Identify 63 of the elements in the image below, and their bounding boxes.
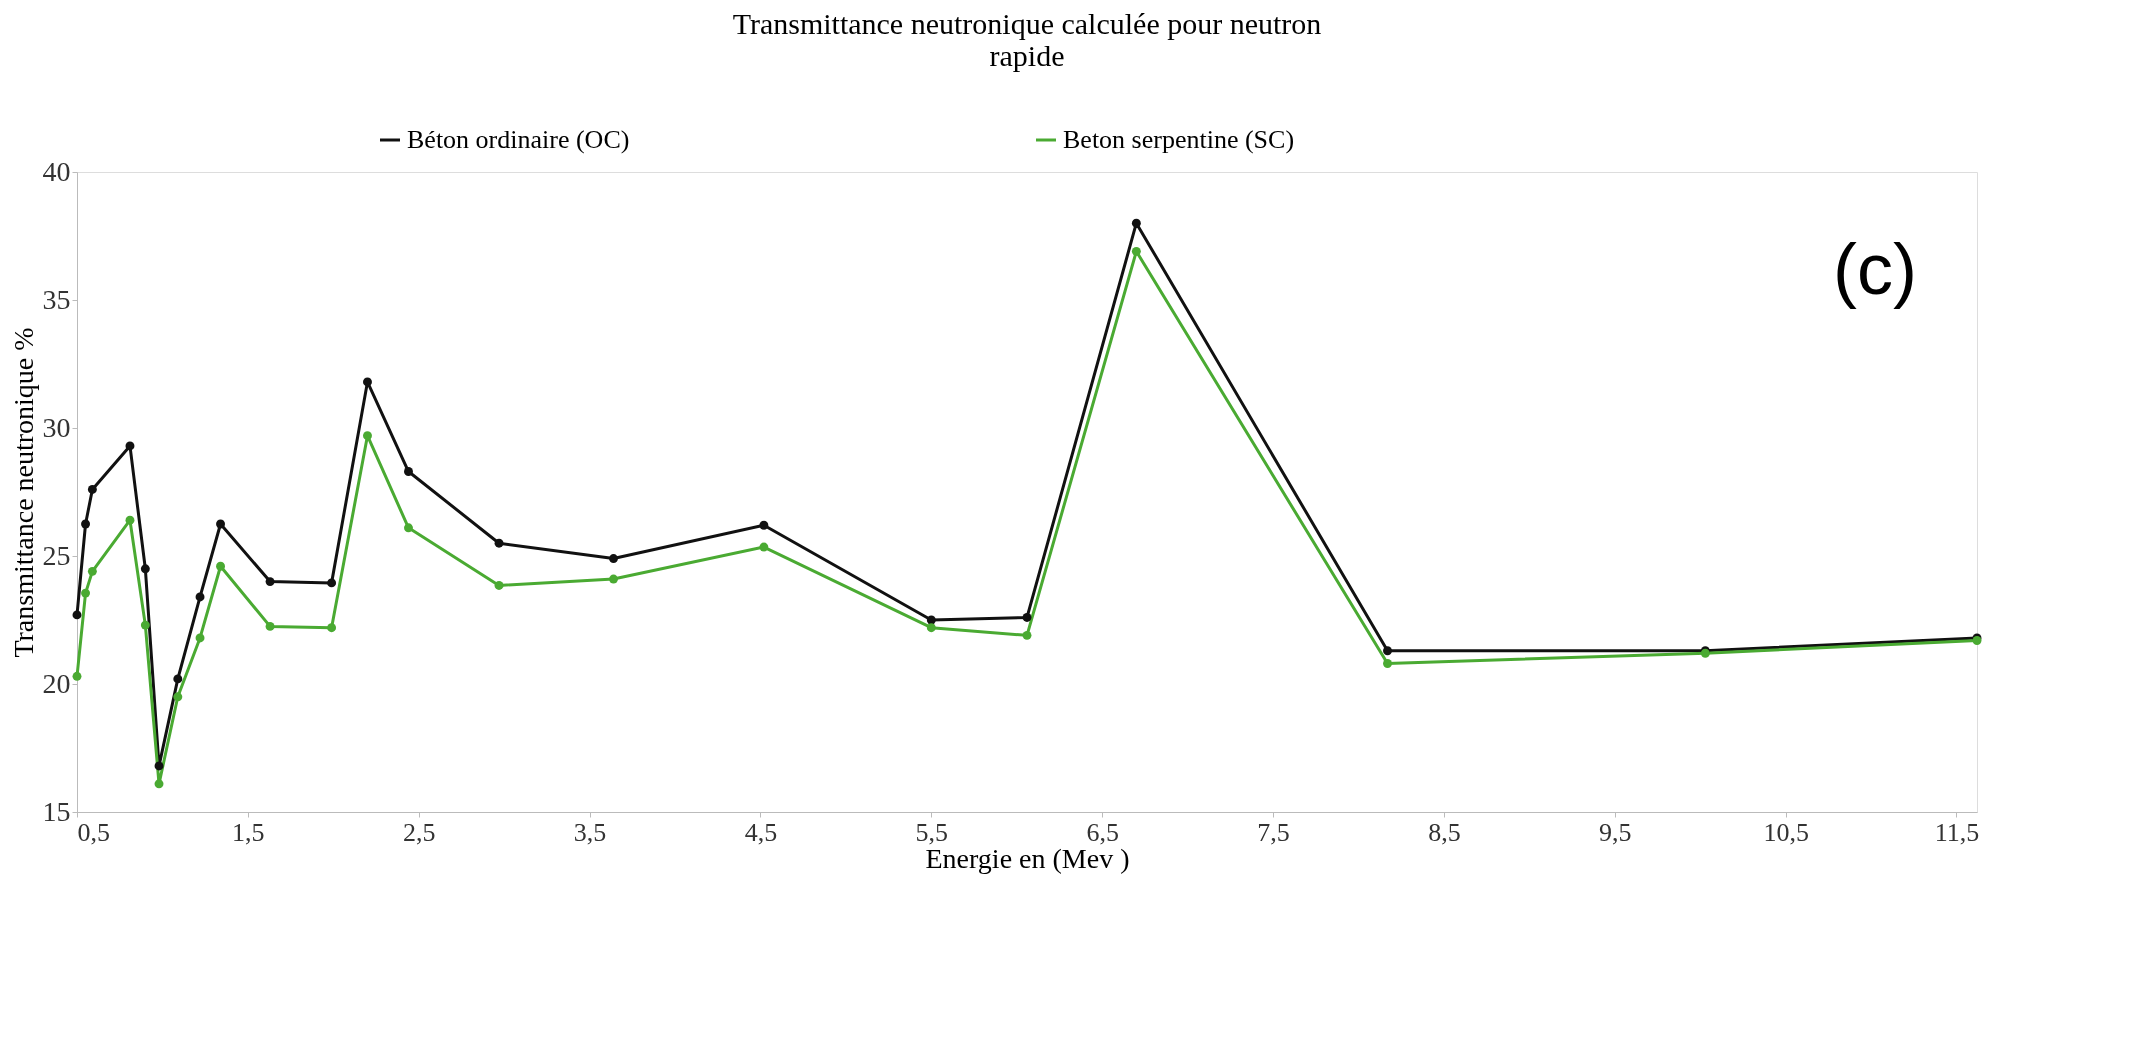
point [265,621,275,631]
point [1022,630,1032,640]
point [926,623,936,633]
point [404,467,413,476]
point [154,779,164,789]
point [327,623,337,633]
y-tick-label: 15 [42,795,71,827]
point [1022,612,1032,622]
point [1131,246,1141,256]
x-tick-label: 2,5 [402,817,436,847]
point [265,577,275,587]
point [173,692,183,702]
point [759,542,769,552]
legend-label: Beton serpentine (SC) [1063,125,1295,154]
x-tick-label: 11,5 [1934,817,1980,847]
point [327,578,337,588]
point [195,633,205,643]
point [363,377,372,387]
point [125,515,135,525]
annotation: (c) [1833,229,1917,309]
point [759,520,769,530]
y-tick-label: 35 [42,283,71,315]
point [216,561,225,571]
point [1383,646,1392,656]
y-tick-label: 25 [42,539,71,571]
point [609,574,618,584]
point [81,519,91,529]
point [1383,659,1392,668]
point [140,564,150,574]
x-tick-label: 8,5 [1428,817,1461,847]
x-tick-label: 9,5 [1599,817,1632,847]
y-tick-label: 30 [42,411,71,443]
x-tick-label: 10,5 [1763,817,1809,847]
point [125,441,135,451]
point [87,484,97,494]
legend-label: Béton ordinaire (OC) [407,125,630,154]
x-tick-label: 4,5 [744,817,778,847]
point [87,566,97,576]
point [72,610,82,620]
x-tick-label: 3,5 [573,817,607,847]
point [195,592,205,602]
point [363,431,372,441]
y-tick-label: 20 [42,667,71,699]
point [154,761,164,771]
x-tick-label: 5,5 [915,817,949,847]
x-tick-label: 0,5 [77,817,110,847]
point [494,580,504,590]
point [81,588,91,598]
point [140,620,150,630]
point [173,674,183,684]
y-axis-title: Transmittance neutronique % [7,327,39,658]
point [72,671,82,681]
text: rapide [989,39,1065,72]
point [609,554,618,564]
text: Transmittance neutronique calculée pour neutron [732,7,1322,40]
point [404,523,413,533]
y-tick-label: 40 [42,155,71,187]
x-tick-label: 1,5 [232,817,265,847]
point [1131,218,1141,228]
point [494,538,504,548]
point [216,519,225,529]
x-tick-label: 6,5 [1086,817,1119,847]
x-tick-label: 7,5 [1257,817,1290,847]
